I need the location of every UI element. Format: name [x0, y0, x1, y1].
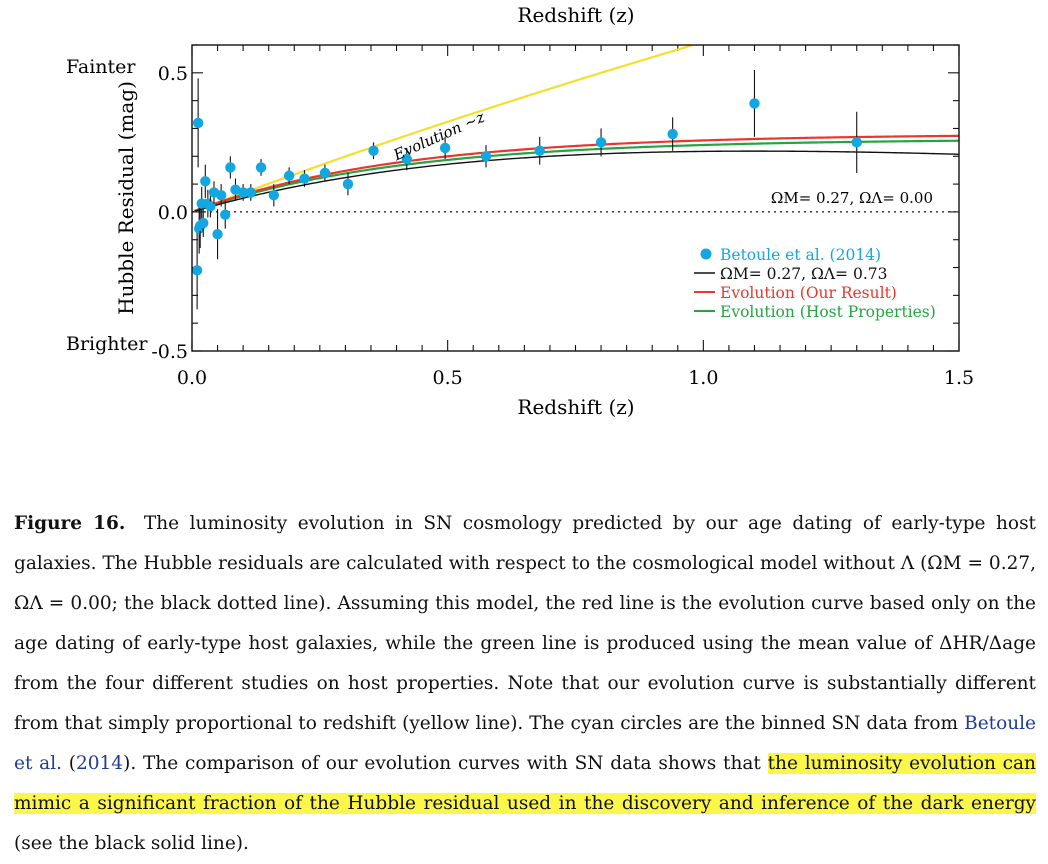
data-point [439, 142, 451, 154]
x-tick-label: 1.5 [944, 367, 974, 389]
data-point [342, 178, 354, 190]
plot-frame [191, 44, 960, 352]
tick-labels: 0.0 0.5 1.0 1.5 0.5 0.0 -0.5 [151, 63, 974, 389]
y-tick-label: 0.5 [158, 63, 188, 85]
model-curves [194, 44, 960, 213]
caption-text-2: . The comparison of our evolution curves… [130, 753, 761, 774]
data-point [534, 145, 545, 156]
x-tick-label: 0.5 [433, 367, 463, 389]
legend-betoule: Betoule et al. (2014) [720, 246, 881, 264]
data-point [191, 265, 203, 276]
data-point [749, 98, 760, 109]
data-point [237, 187, 249, 198]
y-tick-label: -0.5 [151, 341, 188, 363]
data-point [212, 228, 223, 240]
black-lcdm-curve [194, 150, 960, 212]
legend-our: Evolution (Our Result) [720, 284, 897, 302]
figure-caption: Figure 16. The luminosity evolution in S… [14, 513, 1036, 854]
y-tick-label: 0.0 [158, 202, 188, 224]
baseline-label: ΩM= 0.27, ΩΛ= 0.00 [771, 189, 933, 207]
data-point [480, 151, 492, 162]
caption-text-1: The luminosity evolution in SN cosmology… [14, 513, 1036, 734]
top-x-axis-label: Redshift (z) [517, 3, 634, 27]
data-point [368, 145, 379, 156]
citation-link-author[interactable]: Betoule et al. [14, 713, 1036, 774]
legend-host: Evolution (Host Properties) [720, 303, 936, 321]
data-point [215, 190, 227, 201]
data-point [225, 162, 236, 173]
data-point [401, 153, 412, 165]
data-point [200, 176, 211, 187]
figure-label: Figure 16. [14, 513, 126, 534]
fainter-label: Fainter [66, 56, 136, 78]
yellow-evolution-curve [196, 44, 693, 212]
betoule-data-points [191, 70, 862, 310]
data-point [283, 170, 295, 181]
x-tick-label: 1.0 [688, 367, 718, 389]
x-tick-label: 0.0 [177, 367, 207, 389]
data-point [595, 137, 607, 148]
brighter-label: Brighter [66, 333, 148, 355]
data-point [192, 117, 204, 129]
data-point [667, 128, 678, 140]
legend-marker-betoule [700, 248, 712, 260]
hubble-residual-chart: Redshift (z) Fainter Brighter Hubble Res… [66, 3, 974, 419]
data-point [198, 217, 209, 229]
data-point [205, 201, 216, 212]
data-point [851, 137, 862, 148]
y-axis-label: Hubble Residual (mag) [114, 81, 138, 315]
green-host-properties-curve [194, 139, 960, 213]
data-point [268, 190, 280, 201]
data-point [245, 187, 257, 198]
x-axis-label: Redshift (z) [517, 395, 634, 419]
data-point [220, 209, 231, 220]
data-point [299, 173, 310, 184]
citation-link-year[interactable]: 2014 [76, 753, 124, 774]
legend: Betoule et al. (2014) ΩM= 0.27, ΩΛ= 0.73… [694, 246, 936, 321]
caption-text-3: (see the black solid line). [14, 833, 249, 854]
data-point [319, 167, 331, 179]
legend-lcdm: ΩM= 0.27, ΩΛ= 0.73 [720, 265, 887, 283]
data-point [255, 162, 267, 173]
